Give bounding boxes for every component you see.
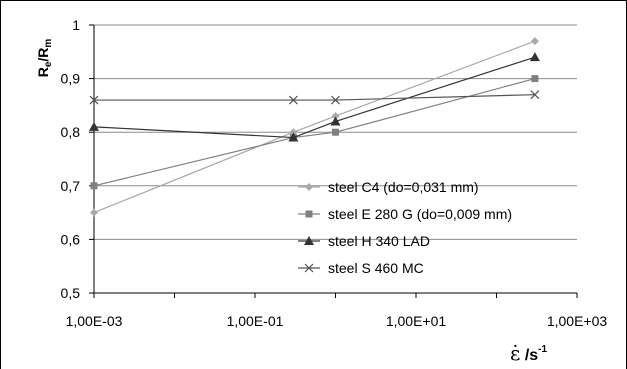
x-tick-label: 1,00E+03: [547, 313, 608, 329]
x-label-symbol: ε̇: [510, 341, 520, 365]
legend-swatch-marker: [305, 210, 313, 218]
y-tick-labels: 0,5 0,6 0,7 0,8 0,9 1: [61, 17, 81, 301]
series-line: [94, 94, 535, 101]
data-point: [90, 208, 98, 217]
x-tick-label: 1,00E-01: [227, 313, 284, 329]
x-tick-labels: 1,00E-03 1,00E-01 1,00E+01 1,00E+03: [66, 313, 608, 329]
y-tick-label: 0,6: [61, 231, 81, 247]
data-point: [529, 52, 540, 62]
y-tick-label: 0,8: [61, 124, 81, 140]
x-marker-stroke: [304, 263, 314, 273]
data-point: [531, 75, 539, 83]
x-tick-label: 1,00E+01: [386, 313, 447, 329]
x-marker-stroke: [89, 95, 99, 105]
legend-item: steel C4 (do=0,031 mm): [298, 179, 479, 195]
y-tick-label: 0,5: [61, 285, 81, 301]
legend-swatch-marker: [305, 183, 313, 191]
y-tick-label: 1: [72, 17, 80, 33]
legend-label: steel E 280 G (do=0,009 mm): [328, 206, 512, 222]
y-tick-label: 0,7: [61, 178, 81, 194]
legend-item: steel E 280 G (do=0,009 mm): [298, 206, 512, 222]
y-label-r2: R: [35, 48, 51, 58]
data-point: [330, 116, 341, 126]
data-point: [89, 95, 99, 105]
legend-swatch-marker: [304, 263, 314, 273]
y-label-sub1: e: [43, 61, 54, 67]
x-marker-stroke: [288, 95, 298, 105]
legend-label: steel C4 (do=0,031 mm): [328, 179, 479, 195]
series-4: [89, 90, 540, 105]
series-line: [93, 40, 536, 214]
x-axis-label: ε̇ /s-1: [510, 341, 548, 365]
x-label-exponent: -1: [538, 344, 547, 355]
series-group: [89, 37, 540, 217]
x-tick-label: 1,00E-03: [66, 313, 123, 329]
series-3: [89, 52, 540, 142]
y-label-slash: /: [35, 58, 51, 62]
legend-item: steel H 340 LAD: [298, 233, 430, 249]
x-marker-stroke: [331, 95, 340, 105]
data-point: [89, 121, 99, 131]
data-point: [530, 37, 539, 46]
x-label-unit: /s: [520, 347, 538, 364]
data-point: [331, 95, 340, 105]
series-1: [90, 37, 539, 217]
legend-label: steel H 340 LAD: [328, 233, 430, 249]
data-point: [331, 112, 340, 121]
x-marker-stroke: [530, 90, 540, 100]
series-line: [93, 56, 536, 139]
data-point: [288, 95, 298, 105]
legend-swatch-marker: [304, 236, 314, 245]
axes: [93, 25, 578, 298]
data-point: [332, 128, 339, 136]
legend: steel C4 (do=0,031 mm) steel E 280 G (do=…: [298, 179, 512, 276]
y-gridlines: [89, 24, 577, 294]
data-point: [530, 90, 540, 100]
y-axis-label: Re/Rm: [35, 39, 54, 78]
legend-label: steel S 460 MC: [328, 260, 424, 276]
data-point: [288, 132, 299, 142]
series-line: [93, 78, 536, 187]
data-point: [90, 182, 98, 190]
y-label-r1: R: [35, 67, 51, 77]
y-label-sub2: m: [43, 39, 54, 48]
y-tick-label: 0,9: [61, 71, 81, 87]
legend-item: steel S 460 MC: [298, 260, 424, 276]
